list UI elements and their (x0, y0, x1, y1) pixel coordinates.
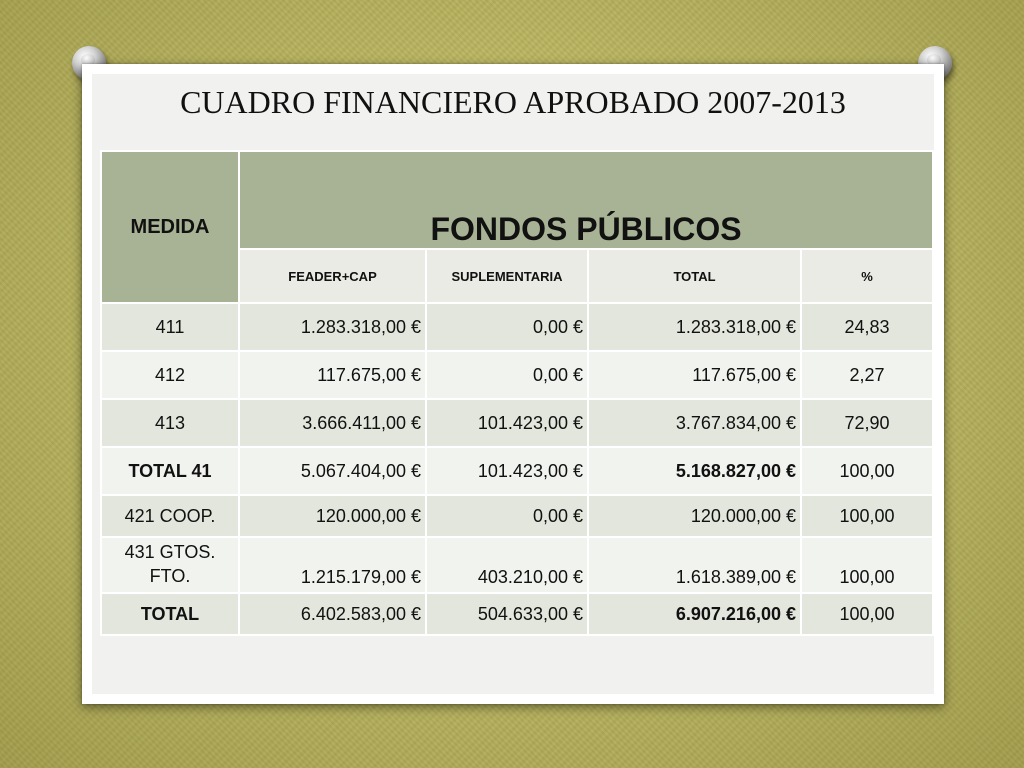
cell-percent: 2,27 (800, 350, 934, 400)
table-row: 412 117.675,00 € 0,00 € 117.675,00 € 2,2… (100, 350, 934, 400)
page-title: CUADRO FINANCIERO APROBADO 2007-2013 (180, 84, 846, 120)
cell-suplementaria: 101.423,00 € (425, 398, 589, 448)
cell-medida: 431 GTOS. FTO. (100, 536, 240, 594)
cell-suplementaria: 0,00 € (425, 494, 589, 538)
cell-total: 3.767.834,00 € (587, 398, 802, 448)
cell-suplementaria: 101.423,00 € (425, 446, 589, 496)
cell-percent: 100,00 (800, 446, 934, 496)
subheader-percent: % (800, 248, 934, 304)
cell-medida: TOTAL (100, 592, 240, 636)
cell-medida: 421 COOP. (100, 494, 240, 538)
table-row: 431 GTOS. FTO. 1.215.179,00 € 403.210,00… (100, 536, 934, 594)
cell-medida: TOTAL 41 (100, 446, 240, 496)
financial-table: MEDIDA FONDOS PÚBLICOS FEADER+CAP SUPLEM… (100, 150, 934, 636)
table-row: 421 COOP. 120.000,00 € 0,00 € 120.000,00… (100, 494, 934, 538)
cell-feader: 5.067.404,00 € (238, 446, 427, 496)
cell-feader: 6.402.583,00 € (238, 592, 427, 636)
cell-medida: 411 (100, 302, 240, 352)
subheader-feader-cap: FEADER+CAP (238, 248, 427, 304)
cell-percent: 24,83 (800, 302, 934, 352)
cell-feader: 117.675,00 € (238, 350, 427, 400)
header-row: MEDIDA FONDOS PÚBLICOS (100, 150, 934, 304)
cell-total: 6.907.216,00 € (587, 592, 802, 636)
subheader-total: TOTAL (587, 248, 802, 304)
table-row: 411 1.283.318,00 € 0,00 € 1.283.318,00 €… (100, 302, 934, 352)
subheader-row: FEADER+CAP SUPLEMENTARIA TOTAL % (101, 248, 934, 304)
cell-feader: 120.000,00 € (238, 494, 427, 538)
cell-percent: 100,00 (800, 494, 934, 538)
cell-total: 1.283.318,00 € (587, 302, 802, 352)
cell-medida: 412 (100, 350, 240, 400)
cell-suplementaria: 403.210,00 € (425, 536, 589, 594)
cell-suplementaria: 504.633,00 € (425, 592, 589, 636)
table-row: TOTAL 41 5.067.404,00 € 101.423,00 € 5.1… (100, 446, 934, 496)
cell-feader: 1.215.179,00 € (238, 536, 427, 594)
subheader-suplementaria: SUPLEMENTARIA (425, 248, 589, 304)
cell-suplementaria: 0,00 € (425, 350, 589, 400)
cell-total: 1.618.389,00 € (587, 536, 802, 594)
cell-percent: 100,00 (800, 592, 934, 636)
table-row: TOTAL 6.402.583,00 € 504.633,00 € 6.907.… (100, 592, 934, 636)
cell-feader: 1.283.318,00 € (238, 302, 427, 352)
cell-medida-line2: FTO. (149, 566, 191, 586)
header-fondos-publicos: FONDOS PÚBLICOS (238, 150, 934, 250)
cell-suplementaria: 0,00 € (425, 302, 589, 352)
cell-percent: 72,90 (800, 398, 934, 448)
cell-medida: 413 (100, 398, 240, 448)
table-row: 413 3.666.411,00 € 101.423,00 € 3.767.83… (100, 398, 934, 448)
cell-total: 5.168.827,00 € (587, 446, 802, 496)
cell-percent: 100,00 (800, 536, 934, 594)
cell-total: 120.000,00 € (587, 494, 802, 538)
cell-total: 117.675,00 € (587, 350, 802, 400)
header-medida: MEDIDA (100, 150, 240, 304)
cell-feader: 3.666.411,00 € (238, 398, 427, 448)
cell-medida-line1: 431 GTOS. (124, 542, 216, 562)
